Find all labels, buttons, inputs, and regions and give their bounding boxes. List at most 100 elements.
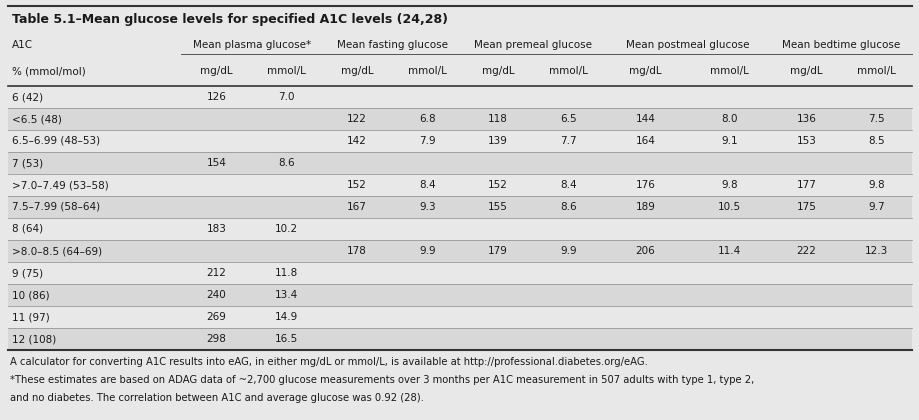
- Bar: [8, 240, 911, 262]
- Bar: [8, 262, 911, 284]
- Text: 9.3: 9.3: [419, 202, 436, 212]
- Text: mg/dL: mg/dL: [482, 66, 514, 76]
- Text: 298: 298: [206, 334, 226, 344]
- Bar: [8, 86, 911, 108]
- Text: 9.9: 9.9: [419, 246, 436, 256]
- Text: 6.5: 6.5: [560, 114, 576, 124]
- Bar: [8, 306, 911, 328]
- Text: 164: 164: [635, 136, 654, 146]
- Text: mmol/L: mmol/L: [408, 66, 447, 76]
- Text: 183: 183: [206, 224, 226, 234]
- Text: 14.9: 14.9: [275, 312, 298, 322]
- Text: 7.5: 7.5: [868, 114, 884, 124]
- Text: 8.0: 8.0: [720, 114, 737, 124]
- Text: 9.9: 9.9: [560, 246, 576, 256]
- Text: 6 (42): 6 (42): [12, 92, 43, 102]
- Text: and no diabetes. The correlation between A1C and average glucose was 0.92 (28).: and no diabetes. The correlation between…: [10, 393, 424, 403]
- Text: 9.8: 9.8: [868, 180, 884, 190]
- Text: 10.2: 10.2: [275, 224, 298, 234]
- Text: 136: 136: [796, 114, 815, 124]
- Text: 7.5–7.99 (58–64): 7.5–7.99 (58–64): [12, 202, 99, 212]
- Text: 178: 178: [346, 246, 367, 256]
- Bar: [8, 34, 911, 56]
- Text: 7 (53): 7 (53): [12, 158, 43, 168]
- Text: 13.4: 13.4: [275, 290, 298, 300]
- Text: 177: 177: [796, 180, 815, 190]
- Text: 167: 167: [346, 202, 367, 212]
- Text: mg/dL: mg/dL: [341, 66, 373, 76]
- Text: 139: 139: [487, 136, 507, 146]
- Text: Mean bedtime glucose: Mean bedtime glucose: [782, 40, 900, 50]
- Text: % (mmol/mol): % (mmol/mol): [12, 66, 85, 76]
- Text: Table 5.1–Mean glucose levels for specified A1C levels (24,28): Table 5.1–Mean glucose levels for specif…: [12, 13, 448, 26]
- Text: 240: 240: [206, 290, 226, 300]
- Text: mmol/L: mmol/L: [549, 66, 587, 76]
- Text: Mean postmeal glucose: Mean postmeal glucose: [625, 40, 748, 50]
- Text: 175: 175: [796, 202, 815, 212]
- Text: 6.8: 6.8: [419, 114, 436, 124]
- Text: mmol/L: mmol/L: [709, 66, 748, 76]
- Text: 9 (75): 9 (75): [12, 268, 43, 278]
- Bar: [8, 328, 911, 350]
- Text: 212: 212: [206, 268, 226, 278]
- Text: 10.5: 10.5: [717, 202, 740, 212]
- Text: 11.8: 11.8: [275, 268, 298, 278]
- Text: 12.3: 12.3: [864, 246, 888, 256]
- Text: 142: 142: [346, 136, 367, 146]
- Bar: [8, 56, 911, 86]
- Text: mg/dL: mg/dL: [199, 66, 233, 76]
- Text: 8.6: 8.6: [278, 158, 295, 168]
- Text: A1C: A1C: [12, 40, 33, 50]
- Text: 9.7: 9.7: [868, 202, 884, 212]
- Text: 152: 152: [487, 180, 507, 190]
- Text: 8.6: 8.6: [560, 202, 576, 212]
- Bar: [8, 108, 911, 130]
- Text: 206: 206: [635, 246, 654, 256]
- Text: 154: 154: [206, 158, 226, 168]
- Text: 12 (108): 12 (108): [12, 334, 56, 344]
- Text: 176: 176: [635, 180, 654, 190]
- Bar: [8, 130, 911, 152]
- Bar: [8, 284, 911, 306]
- Bar: [8, 6, 911, 34]
- Text: <6.5 (48): <6.5 (48): [12, 114, 62, 124]
- Text: 222: 222: [796, 246, 815, 256]
- Text: 11 (97): 11 (97): [12, 312, 50, 322]
- Text: mg/dL: mg/dL: [789, 66, 822, 76]
- Bar: [8, 152, 911, 174]
- Text: 155: 155: [487, 202, 507, 212]
- Text: 118: 118: [487, 114, 507, 124]
- Text: 9.8: 9.8: [720, 180, 737, 190]
- Text: *These estimates are based on ADAG data of ~2,700 glucose measurements over 3 mo: *These estimates are based on ADAG data …: [10, 375, 754, 385]
- Text: 8.4: 8.4: [560, 180, 576, 190]
- Text: 152: 152: [346, 180, 367, 190]
- Bar: [8, 196, 911, 218]
- Text: 9.1: 9.1: [720, 136, 737, 146]
- Text: 8 (64): 8 (64): [12, 224, 43, 234]
- Text: 8.5: 8.5: [868, 136, 884, 146]
- Text: 189: 189: [635, 202, 654, 212]
- Text: >8.0–8.5 (64–69): >8.0–8.5 (64–69): [12, 246, 102, 256]
- Bar: [8, 218, 911, 240]
- Text: 269: 269: [206, 312, 226, 322]
- Text: mg/dL: mg/dL: [629, 66, 661, 76]
- Text: mmol/L: mmol/L: [857, 66, 895, 76]
- Text: 6.5–6.99 (48–53): 6.5–6.99 (48–53): [12, 136, 99, 146]
- Text: 179: 179: [487, 246, 507, 256]
- Text: A calculator for converting A1C results into eAG, in either mg/dL or mmol/L, is : A calculator for converting A1C results …: [10, 357, 647, 367]
- Text: 7.9: 7.9: [419, 136, 436, 146]
- Text: 8.4: 8.4: [419, 180, 436, 190]
- Text: mmol/L: mmol/L: [267, 66, 306, 76]
- Text: 10 (86): 10 (86): [12, 290, 50, 300]
- Text: Mean plasma glucose*: Mean plasma glucose*: [192, 40, 311, 50]
- Text: >7.0–7.49 (53–58): >7.0–7.49 (53–58): [12, 180, 108, 190]
- Text: 144: 144: [635, 114, 654, 124]
- Bar: [8, 174, 911, 196]
- Text: 7.0: 7.0: [278, 92, 295, 102]
- Text: Mean fasting glucose: Mean fasting glucose: [336, 40, 448, 50]
- Text: 16.5: 16.5: [275, 334, 298, 344]
- Text: 122: 122: [346, 114, 367, 124]
- Text: 11.4: 11.4: [717, 246, 740, 256]
- Text: 7.7: 7.7: [560, 136, 576, 146]
- Text: Mean premeal glucose: Mean premeal glucose: [473, 40, 592, 50]
